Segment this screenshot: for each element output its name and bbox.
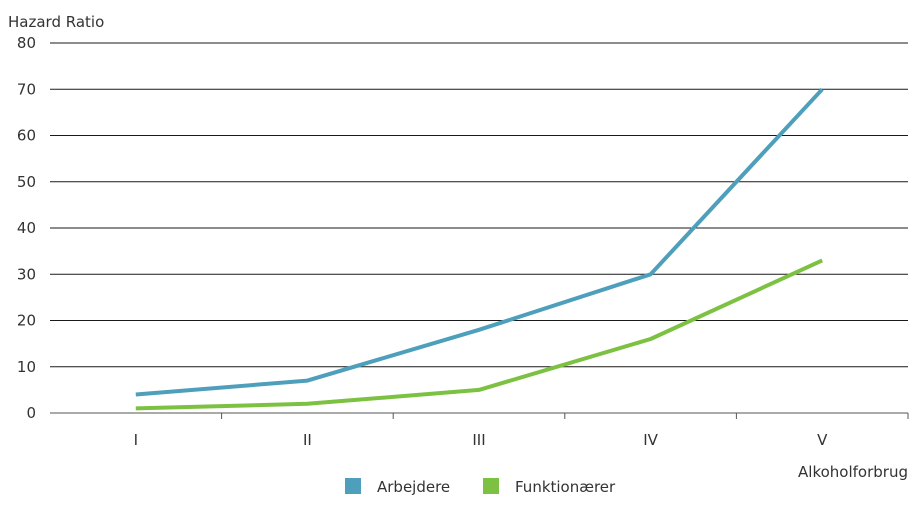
grid-lines — [50, 42, 908, 368]
x-tick-label: IV — [643, 431, 658, 449]
y-axis-title: Hazard Ratio — [8, 13, 104, 31]
series-lines — [135, 87, 824, 411]
x-axis-title: Alkoholforbrug — [798, 463, 908, 481]
legend-label: Arbejdere — [377, 478, 450, 496]
legend: Arbejdere Funktionærer — [345, 478, 616, 496]
y-tick-label: 0 — [26, 404, 36, 422]
y-axis-ticks: 0 10 20 30 40 50 60 70 80 — [17, 34, 36, 422]
x-tick-label: II — [303, 431, 312, 449]
legend-swatch — [345, 478, 361, 494]
y-tick-label: 80 — [17, 34, 36, 52]
x-tick-label: III — [472, 431, 485, 449]
x-axis: I II III IV V — [50, 412, 909, 449]
y-tick-label: 20 — [17, 312, 36, 330]
x-tick-label: I — [134, 431, 138, 449]
y-tick-label: 10 — [17, 358, 36, 376]
y-tick-label: 70 — [17, 80, 36, 98]
y-tick-label: 40 — [17, 219, 36, 237]
y-tick-label: 30 — [17, 265, 36, 283]
y-tick-label: 60 — [17, 127, 36, 145]
x-tick-label: V — [817, 431, 828, 449]
legend-label: Funktionærer — [515, 478, 616, 496]
legend-swatch — [483, 478, 499, 494]
y-tick-label: 50 — [17, 173, 36, 191]
